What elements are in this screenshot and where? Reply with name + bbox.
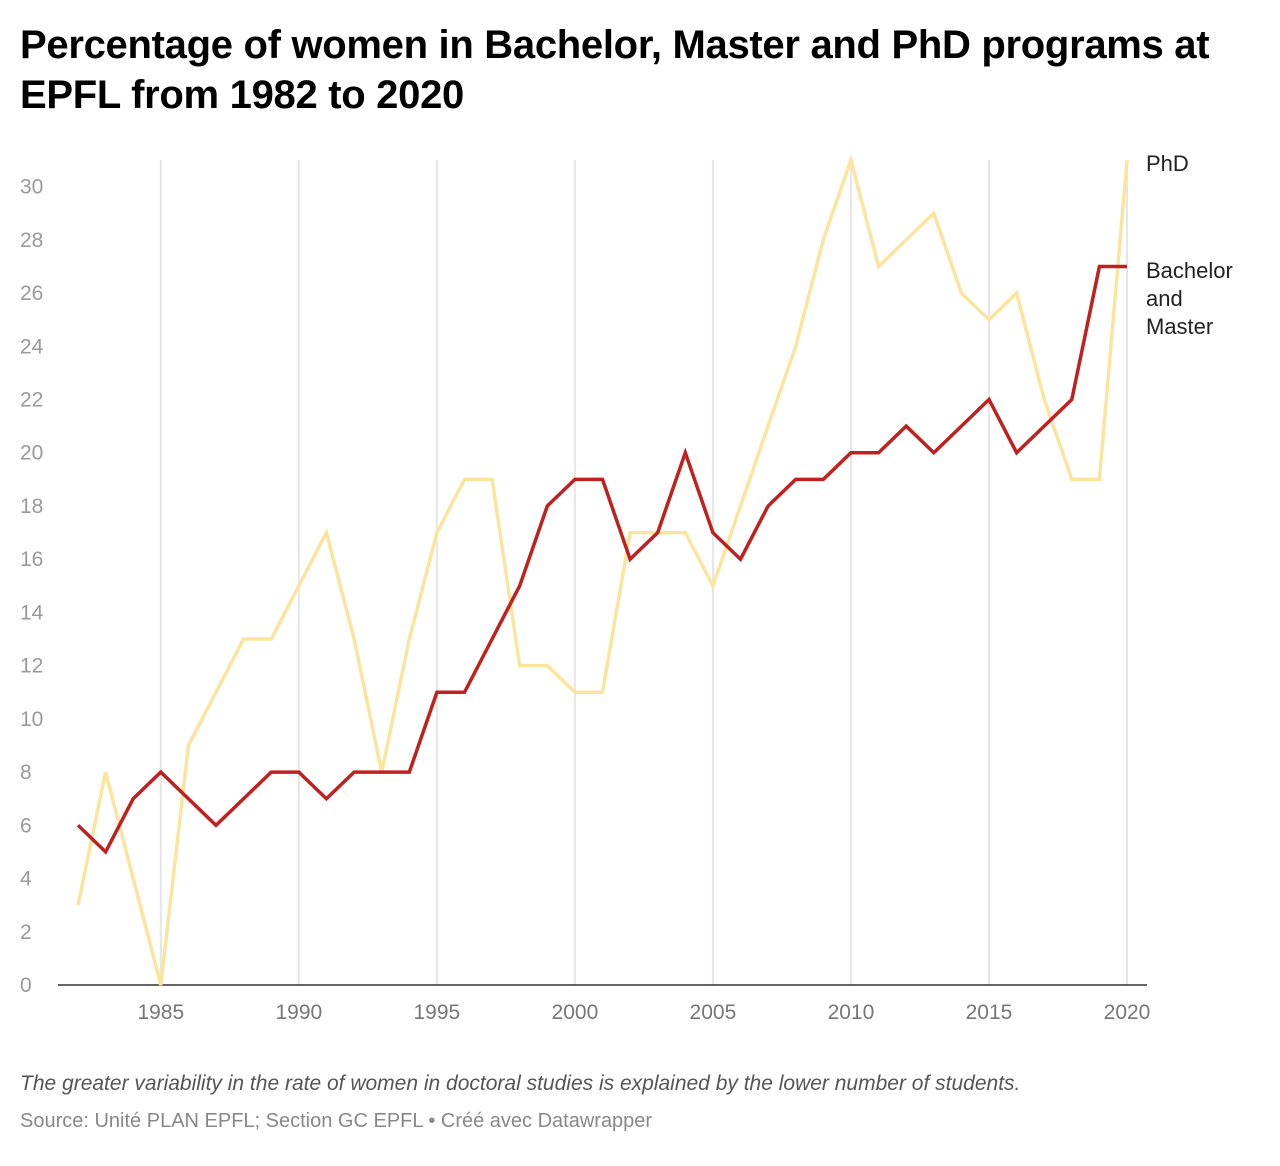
y-tick-label: 30 — [20, 176, 43, 199]
y-tick-label: 8 — [20, 761, 32, 784]
series-line-bachelor-master — [76, 264, 1127, 855]
y-tick-label: 0 — [20, 974, 32, 997]
y-tick-label: 6 — [20, 814, 32, 837]
chart-source: Source: Unité PLAN EPFL; Section GC EPFL… — [20, 1110, 653, 1132]
x-tick-label: 2005 — [690, 1001, 737, 1024]
chart-title: Percentage of women in Bachelor, Master … — [20, 23, 1210, 117]
series-label-phd: PhD — [1146, 151, 1189, 176]
y-tick-label: 12 — [20, 655, 43, 678]
x-tick-label: 1995 — [414, 1001, 461, 1024]
series-label-line: and — [1146, 286, 1183, 311]
y-tick-label: 24 — [20, 335, 44, 358]
x-tick-label: 2010 — [828, 1001, 875, 1024]
y-tick-label: 16 — [20, 548, 43, 571]
chart-note: The greater variability in the rate of w… — [20, 1072, 1021, 1095]
y-tick-label: 2 — [20, 921, 32, 944]
gridlines — [159, 160, 1128, 985]
y-tick-label: 4 — [20, 868, 32, 891]
y-tick-label: 18 — [20, 495, 43, 518]
series-label-bachelor-master: Bachelor and Master — [1146, 258, 1233, 339]
y-tick-label: 26 — [20, 282, 43, 305]
x-tick-label: 2015 — [966, 1001, 1013, 1024]
series-line-phd — [76, 153, 1129, 986]
y-tick-label: 20 — [20, 442, 43, 465]
series-labels: PhD Bachelor and Master — [1146, 151, 1233, 339]
x-tick-label: 1990 — [275, 1001, 322, 1024]
x-tick-label: 2000 — [552, 1001, 599, 1024]
series-label-line: Bachelor — [1146, 258, 1233, 283]
y-tick-label: 10 — [20, 708, 43, 731]
x-tick-label: 1985 — [137, 1001, 184, 1024]
y-tick-label: 22 — [20, 389, 43, 412]
y-tick-label: 14 — [20, 601, 44, 624]
series-lines — [76, 153, 1129, 986]
x-tick-label: 2020 — [1104, 1001, 1151, 1024]
x-axis: 1985 1990 1995 2000 2005 2010 2015 2020 — [58, 984, 1151, 1024]
y-tick-label: 28 — [20, 229, 43, 252]
series-label-line: Master — [1146, 314, 1213, 339]
